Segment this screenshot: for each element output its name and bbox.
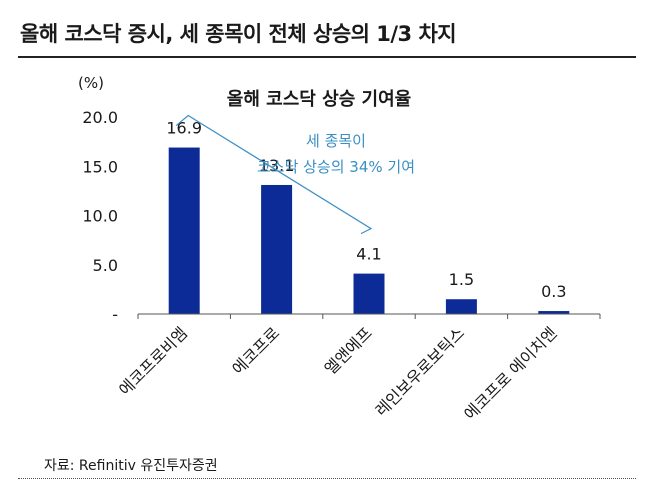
bar <box>445 299 477 314</box>
page-headline: 올해 코스닥 증시, 세 종목이 전체 상승의 1/3 차지 <box>20 22 457 46</box>
y-tick-label: - <box>112 305 118 324</box>
category-label: 엘앤에프 <box>321 323 376 378</box>
source-note: 자료: Refinitiv 유진투자증권 <box>44 458 218 474</box>
bar <box>261 184 293 314</box>
bar <box>168 147 200 314</box>
category-label: 레인보우로보틱스 <box>372 323 469 420</box>
data-labels: 16.9 13.1 4.1 1.5 0.3 <box>166 119 566 302</box>
category-label: 에코프로 에이치엔 <box>460 323 560 423</box>
annotation-text: 세 종목이 <box>306 132 366 150</box>
bars <box>168 147 570 314</box>
bar-value-label: 4.1 <box>356 245 381 264</box>
bar-value-label: 16.9 <box>166 119 202 138</box>
y-tick-label: 15.0 <box>82 157 118 176</box>
chart-title: 올해 코스닥 상승 기여율 <box>227 89 411 110</box>
y-axis-unit-label: (%) <box>78 74 104 92</box>
bar-value-label: 0.3 <box>541 282 566 301</box>
bar <box>353 273 385 314</box>
category-label: 에코프로비엠 <box>115 323 191 399</box>
bar <box>538 311 570 314</box>
y-tick-label: 10.0 <box>82 207 118 226</box>
y-tick-label: 5.0 <box>93 256 118 275</box>
headline-rule <box>18 56 636 58</box>
x-axis <box>137 313 601 319</box>
y-axis: - 5.0 10.0 15.0 20.0 <box>82 108 118 324</box>
bar-value-label: 1.5 <box>449 270 474 289</box>
category-label: 에코프로 <box>228 323 283 378</box>
y-tick-label: 20.0 <box>82 108 118 127</box>
bar-value-label: 13.1 <box>259 156 295 175</box>
annotation-text: 코스닥 상승의 34% 기여 <box>257 158 415 176</box>
annotation-bracket <box>175 114 373 235</box>
bottom-rule <box>18 478 636 479</box>
